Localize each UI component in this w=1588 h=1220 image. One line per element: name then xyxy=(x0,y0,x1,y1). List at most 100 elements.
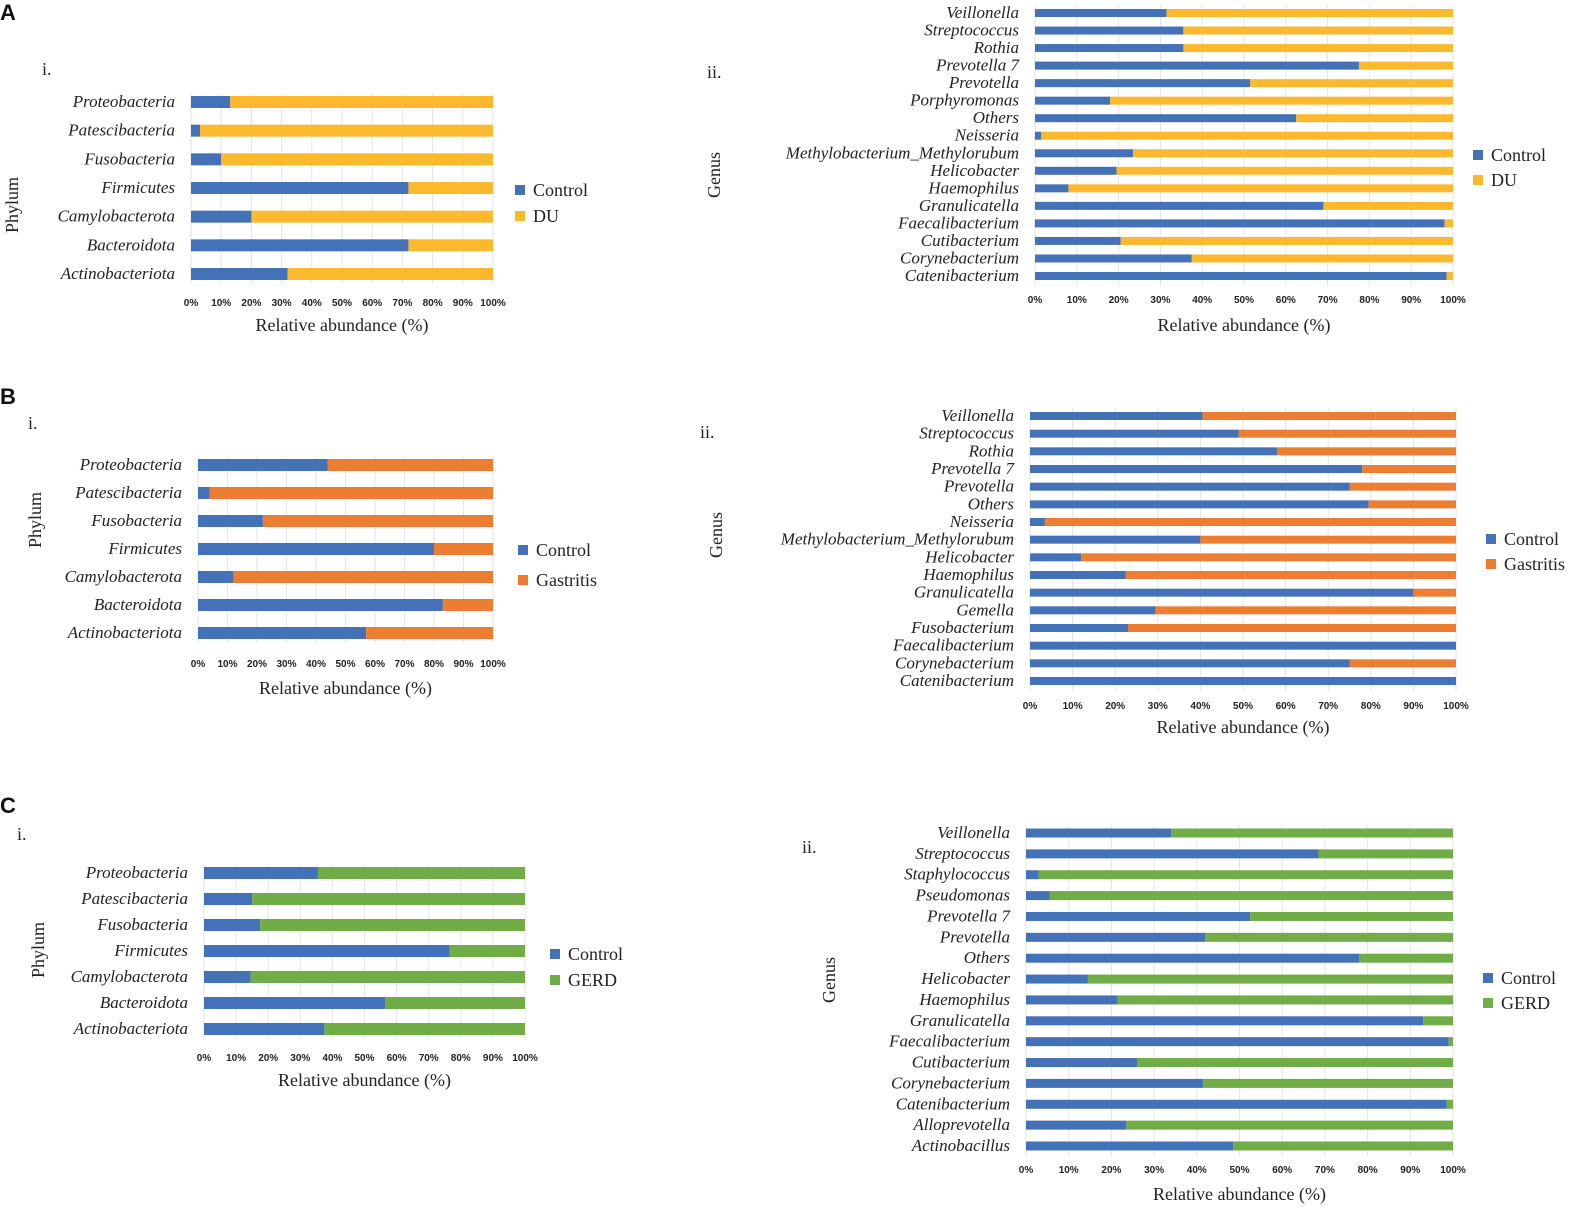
bar-segment-control xyxy=(1030,482,1350,491)
bar-segment-gastritis xyxy=(1081,553,1456,562)
bar-segment-gastritis xyxy=(1362,465,1456,473)
category-label: Corynebacterium xyxy=(900,248,1019,267)
x-tick-label: 100% xyxy=(480,298,506,309)
category-label: Camylobacterota xyxy=(58,207,175,226)
x-tick-label: 30% xyxy=(272,298,292,309)
bar-segment-du xyxy=(1191,254,1453,263)
bar-segment-gastritis xyxy=(1349,482,1456,491)
bar-segment-control xyxy=(1026,932,1206,942)
legend-swatch-control xyxy=(1486,534,1496,544)
legend-label-control: Control xyxy=(1504,529,1559,549)
x-tick-label: 20% xyxy=(1109,295,1129,306)
bar-segment-control xyxy=(191,239,409,252)
bar-segment-gastritis xyxy=(1238,429,1456,438)
bar-segment-control xyxy=(1035,9,1167,17)
bar-segment-gerd xyxy=(1446,1099,1453,1109)
bar-segment-control xyxy=(1035,219,1445,228)
x-tick-label: 60% xyxy=(1276,295,1296,306)
subpanel-label: ii. xyxy=(707,62,722,82)
x-tick-label: 10% xyxy=(1063,701,1083,712)
bar-segment-control xyxy=(1035,61,1359,70)
category-label: Firmicutes xyxy=(100,178,175,197)
bar-segment-control xyxy=(1035,44,1184,53)
category-label: Streptococcus xyxy=(915,844,1010,863)
category-label: Prevotella 7 xyxy=(935,56,1020,75)
bar-segment-du xyxy=(1068,184,1453,193)
x-tick-label: 80% xyxy=(1358,1165,1378,1176)
category-label: Bacteroidota xyxy=(94,595,182,614)
bar-segment-du xyxy=(1444,219,1453,228)
bar-segment-control xyxy=(198,599,443,611)
bar-segment-gastritis xyxy=(1368,500,1456,509)
legend-swatch-du xyxy=(1473,175,1483,185)
bar-segment-control xyxy=(1030,571,1126,579)
bar-segment-gerd xyxy=(1318,849,1453,859)
bar-segment-du xyxy=(1250,79,1453,88)
category-label: Actinobacteriota xyxy=(73,1019,188,1038)
bar-segment-gastritis xyxy=(434,543,493,555)
x-axis-label: Relative abundance (%) xyxy=(1158,315,1331,336)
x-tick-label: 90% xyxy=(483,1053,503,1064)
bar-segment-gastritis xyxy=(1413,588,1456,597)
legend-label-gerd: GERD xyxy=(568,970,617,990)
category-label: Proteobacteria xyxy=(72,92,175,111)
bar-segment-control xyxy=(1035,114,1297,123)
bar-segment-control xyxy=(1030,412,1203,420)
x-tick-label: 40% xyxy=(1190,701,1210,712)
bar-segment-gastritis xyxy=(327,459,493,471)
x-tick-label: 20% xyxy=(1105,701,1125,712)
x-tick-label: 0% xyxy=(197,1053,212,1064)
bar-segment-du xyxy=(1166,9,1453,17)
x-tick-label: 50% xyxy=(1229,1165,1249,1176)
bar-segment-du xyxy=(1296,114,1453,123)
y-axis-label: Phylum xyxy=(2,177,22,233)
bar-segment-control xyxy=(1026,891,1050,901)
bar-segment-gastritis xyxy=(1200,535,1456,544)
bar-segment-gastritis xyxy=(1127,624,1456,632)
x-tick-label: 0% xyxy=(184,298,199,309)
bar-segment-gerd xyxy=(1049,891,1453,901)
x-tick-label: 60% xyxy=(1276,701,1296,712)
bar-segment-gastritis xyxy=(366,627,493,639)
legend-label-gastritis: Gastritis xyxy=(536,570,597,590)
x-tick-label: 80% xyxy=(451,1053,471,1064)
bar-segment-du xyxy=(408,182,493,194)
bar-segment-control xyxy=(1026,1141,1234,1151)
legend-swatch-gastritis xyxy=(1486,559,1496,569)
legend-label-control: Control xyxy=(533,180,588,200)
bar-segment-control xyxy=(204,1023,325,1035)
x-tick-label: 50% xyxy=(354,1053,374,1064)
category-label: Cutibacterium xyxy=(912,1053,1010,1072)
category-label: Actinobacillus xyxy=(911,1136,1011,1155)
x-tick-label: 50% xyxy=(335,659,355,670)
bar-segment-control xyxy=(1030,553,1082,562)
y-axis-label: Phylum xyxy=(28,922,48,978)
bar-segment-gastritis xyxy=(1202,412,1456,420)
legend-swatch-gerd xyxy=(550,975,560,985)
bar-segment-control xyxy=(1035,184,1069,193)
bar-segment-control xyxy=(1035,201,1324,210)
category-label: Fusobacterium xyxy=(910,618,1014,637)
bar-segment-control xyxy=(198,571,234,583)
x-tick-label: 20% xyxy=(258,1053,278,1064)
x-tick-label: 0% xyxy=(1023,701,1038,712)
bar-segment-du xyxy=(1133,149,1453,158)
category-label: Rothia xyxy=(968,441,1014,460)
bar-segment-control xyxy=(198,515,263,527)
category-label: Actinobacteriota xyxy=(60,264,175,283)
category-label: Faecalibacterium xyxy=(897,213,1019,232)
bar-segment-gerd xyxy=(252,893,525,905)
x-tick-label: 70% xyxy=(394,659,414,670)
category-label: Gemella xyxy=(956,600,1014,619)
bar-segment-gerd xyxy=(1448,1037,1453,1047)
category-label: Fusobacteria xyxy=(90,511,182,530)
bar-segment-control xyxy=(1035,149,1134,158)
bar-segment-control xyxy=(204,945,450,957)
category-label: Alloprevotella xyxy=(912,1115,1010,1134)
bar-segment-du xyxy=(251,210,493,223)
category-label: Prevotella xyxy=(943,477,1014,496)
bar-segment-control xyxy=(1026,1037,1449,1047)
bar-segment-control xyxy=(1030,606,1156,615)
bar-segment-control xyxy=(198,459,328,471)
bar-segment-du xyxy=(200,124,493,137)
